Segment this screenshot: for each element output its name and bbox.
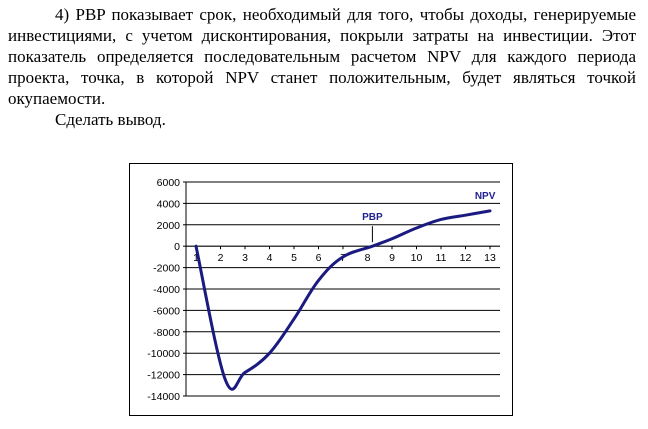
x-tick-label: 6 <box>316 252 322 264</box>
document-body: 4) PBP показывает срок, необходимый для … <box>8 4 636 130</box>
x-tick-label: 10 <box>411 252 423 264</box>
y-tick-label: -8000 <box>153 327 180 339</box>
x-tick-label: 12 <box>460 252 472 264</box>
npv-annotation: NPV <box>475 191 496 202</box>
x-tick-label: 13 <box>484 252 496 264</box>
x-tick-label: 5 <box>291 252 297 264</box>
y-tick-label: -14000 <box>147 391 180 403</box>
x-tick-label: 9 <box>389 252 395 264</box>
x-tick-label: 11 <box>436 252 447 264</box>
y-tick-label: -12000 <box>147 370 180 382</box>
y-tick-label: 6000 <box>157 177 181 189</box>
x-tick-label: 3 <box>242 252 248 264</box>
y-tick-label: -6000 <box>153 305 180 317</box>
y-tick-label: -2000 <box>153 263 180 275</box>
npv-series-line <box>194 209 492 391</box>
y-tick-label: 0 <box>174 241 180 253</box>
paragraph-pbp-definition: 4) PBP показывает срок, необходимый для … <box>8 5 636 108</box>
x-tick-label: 4 <box>267 252 273 264</box>
npv-chart: 6000 4000 2000 0 -2000 -4000 -6000 -8000 -10000 -… <box>129 163 513 416</box>
y-tick-label: 2000 <box>157 220 181 232</box>
x-tick-label: 2 <box>218 252 224 264</box>
x-tick-label: 8 <box>365 252 371 264</box>
paragraph-conclusion: Сделать вывод. <box>55 110 166 129</box>
y-tick-label: -10000 <box>147 348 180 360</box>
pbp-annotation: PBP <box>362 212 383 223</box>
x-tick-label: 1 <box>193 252 199 264</box>
y-tick-label: 4000 <box>157 198 181 210</box>
npv-chart-svg: 6000 4000 2000 0 -2000 -4000 -6000 -8000 -10000 -… <box>147 177 500 403</box>
y-tick-label: -4000 <box>153 284 180 296</box>
